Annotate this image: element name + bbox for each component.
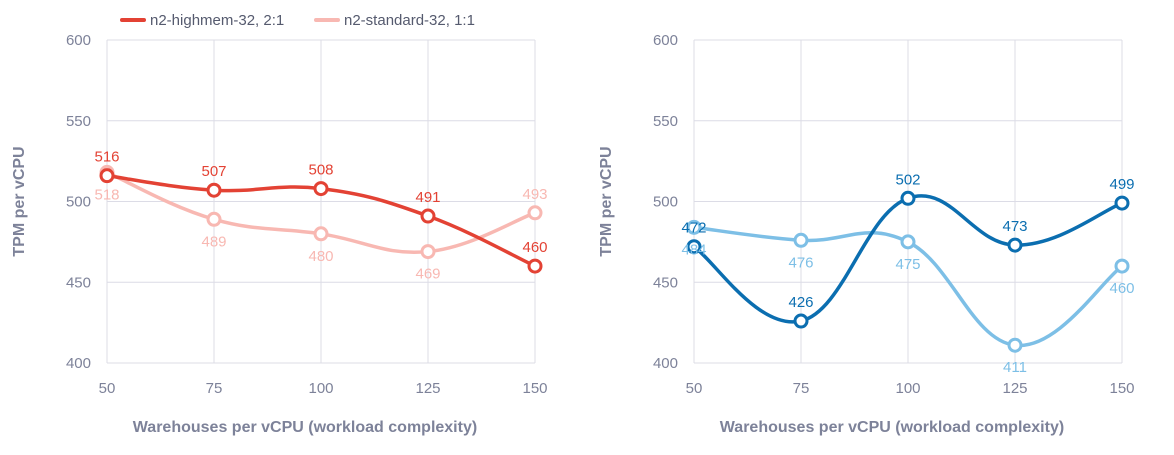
x-tick-label: 75 <box>206 380 223 397</box>
y-tick-label: 450 <box>653 274 678 291</box>
data-point <box>1114 195 1130 211</box>
series-line <box>693 225 1124 347</box>
x-tick-label: 100 <box>308 380 333 397</box>
chart-left: 400 450 500 550 600 50 75 100 125 150 Warehouses p… <box>11 12 548 436</box>
data-point <box>313 181 329 197</box>
data-point <box>793 313 809 329</box>
data-point <box>527 205 543 221</box>
data-label: 469 <box>415 266 440 283</box>
data-point <box>1114 258 1130 274</box>
data-point <box>206 211 222 227</box>
y-tick-label: 600 <box>653 32 678 49</box>
data-point <box>1007 237 1023 253</box>
data-label: 491 <box>415 189 440 206</box>
data-label: 460 <box>1109 280 1134 297</box>
data-label: 411 <box>1003 359 1027 376</box>
chart-svg: 400 450 500 550 600 50 75 100 125 150 Warehouses p… <box>598 32 1135 436</box>
chart-right: 400 450 500 550 600 50 75 100 125 150 Warehouses p… <box>587 0 1174 455</box>
y-tick-label: 400 <box>66 355 91 372</box>
y-axis-label: TPM per vCPU <box>11 146 28 256</box>
data-point <box>686 219 702 235</box>
data-point <box>900 190 916 206</box>
data-label: 426 <box>788 294 813 311</box>
data-label: 476 <box>788 254 813 271</box>
data-label: 489 <box>201 233 226 250</box>
data-label: 480 <box>308 248 333 265</box>
y-tick-label: 500 <box>653 194 678 211</box>
data-label: 493 <box>522 186 547 203</box>
y-tick-label: 500 <box>66 194 91 211</box>
x-tick-label: 75 <box>793 380 810 397</box>
data-label: 507 <box>201 163 226 180</box>
data-point <box>793 232 809 248</box>
data-label: 472 <box>681 220 706 237</box>
x-tick-label: 125 <box>415 380 440 397</box>
data-point <box>527 258 543 274</box>
x-axis-label: Warehouses per vCPU (workload complexity… <box>720 419 1064 436</box>
data-label: 460 <box>522 239 547 256</box>
x-tick-label: 100 <box>895 380 920 397</box>
chart-svg: 400 450 500 550 600 50 75 100 125 150 Warehouses p… <box>11 12 548 436</box>
data-point <box>420 208 436 224</box>
y-tick-label: 600 <box>66 32 91 49</box>
data-label: 475 <box>895 256 920 273</box>
x-tick-label: 125 <box>1002 380 1027 397</box>
data-label: 508 <box>308 162 333 179</box>
y-axis-label: TPM per vCPU <box>598 146 615 256</box>
data-point <box>686 239 702 255</box>
data-point <box>420 244 436 260</box>
data-label: 516 <box>94 149 119 166</box>
x-tick-label: 150 <box>1109 380 1134 397</box>
y-tick-label: 400 <box>653 355 678 372</box>
data-label: 502 <box>895 171 920 188</box>
y-tick-label: 550 <box>66 113 91 130</box>
data-point <box>313 226 329 242</box>
legend-entry: n2-standard-32, 1:1 <box>344 12 475 29</box>
x-tick-label: 150 <box>522 380 547 397</box>
legend-entry: n2-highmem-32, 2:1 <box>150 12 284 29</box>
data-point <box>206 182 222 198</box>
data-point <box>99 168 115 184</box>
y-tick-label: 550 <box>653 113 678 130</box>
x-tick-label: 50 <box>686 380 703 397</box>
data-point <box>1007 337 1023 353</box>
data-label: 499 <box>1109 176 1134 193</box>
data-label: 518 <box>94 186 119 203</box>
data-label: 473 <box>1002 218 1027 235</box>
data-point <box>900 234 916 250</box>
data-label: 484 <box>681 241 706 258</box>
x-axis-label: Warehouses per vCPU (workload complexity… <box>133 419 477 436</box>
x-tick-label: 50 <box>99 380 116 397</box>
y-tick-label: 450 <box>66 274 91 291</box>
gridlines <box>106 39 536 364</box>
